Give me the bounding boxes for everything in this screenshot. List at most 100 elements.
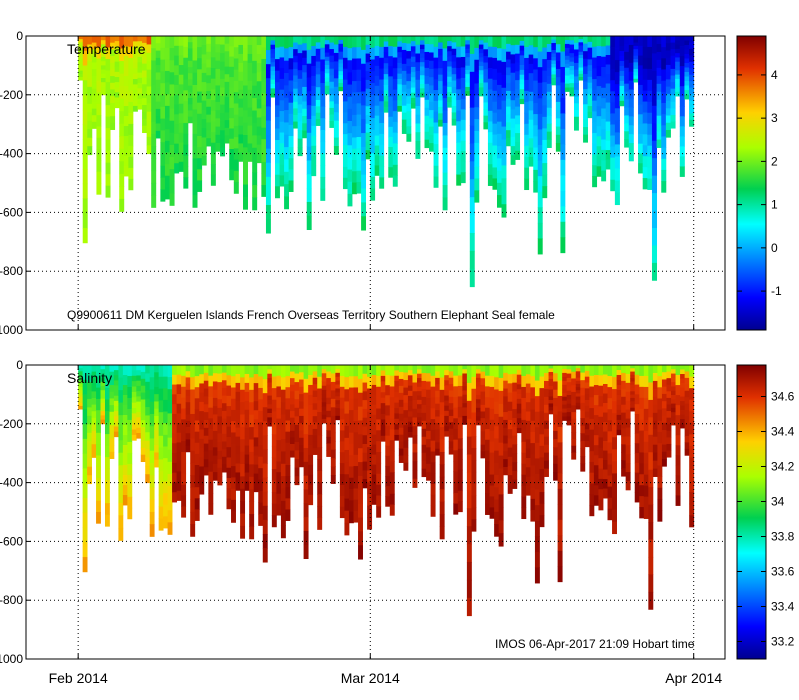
salinity-cell [534,536,540,553]
temperature-cell [689,48,695,56]
temperature-cell [261,127,267,140]
salinity-cell [140,413,146,421]
temperature-cell [551,56,557,61]
salinity-cell [348,387,354,400]
salinity-cell [525,458,531,468]
temperature-cell [619,80,625,87]
salinity-cell [516,379,522,385]
temperature-cell [419,40,425,46]
temperature-cell [383,95,389,102]
salinity-cell [589,494,595,506]
salinity-cell [203,388,209,397]
salinity-cell [494,413,500,427]
salinity-cell [503,396,509,405]
temperature-cell [247,80,253,91]
temperature-cell [564,59,570,65]
temperature-cell [379,112,385,124]
temperature-cell [689,68,695,76]
temperature-cell [442,160,448,174]
salinity-cell [598,396,604,407]
temperature-cell [183,133,189,146]
temperature-cell [647,167,653,179]
salinity-cell [131,365,137,371]
temperature-cell [424,123,430,133]
temperature-cell [96,160,102,173]
temperature-cell [397,36,403,42]
date-tick-label: Apr 2014 [665,670,722,686]
salinity-cell [221,433,227,442]
salinity-cell [330,390,336,400]
temperature-cell [206,67,212,76]
temperature-cell [684,45,690,50]
salinity-cell [466,436,472,455]
temperature-cell [519,65,525,71]
temperature-cell [82,36,88,52]
salinity-cell [430,483,436,496]
temperature-cell [288,147,294,159]
salinity-cell [385,465,391,477]
salinity-cell [91,417,97,425]
temperature-cell [324,52,330,58]
salinity-cell [557,473,563,490]
temperature-cell [624,67,630,77]
temperature-cell [610,146,616,159]
salinity-cell [253,392,259,402]
salinity-cell [240,513,246,527]
temperature-cell [374,55,380,67]
temperature-cell [206,36,212,45]
salinity-cell [353,387,359,400]
salinity-cell [367,517,373,530]
temperature-cell [78,73,84,78]
salinity-cell [294,399,300,409]
temperature-cell [542,59,548,72]
salinity-cell [280,525,286,539]
salinity-cell [199,365,205,375]
temperature-cell [465,44,471,50]
temperature-cell [551,81,557,86]
salinity-cell [154,459,160,468]
salinity-cell [181,473,187,485]
salinity-cell [176,384,182,395]
salinity-cell [530,487,536,500]
salinity-cell [136,396,142,403]
temperature-cell [82,139,88,155]
salinity-cell [104,399,110,412]
salinity-cell [362,400,368,410]
salinity-cell [571,405,577,413]
salinity-cell [208,397,214,409]
salinity-cell [145,407,151,416]
temperature-cell [187,85,193,93]
salinity-cell [598,478,604,490]
salinity-cell [380,397,386,404]
salinity-cell [348,511,354,524]
temperature-cell [501,61,507,76]
salinity-cell [503,435,509,444]
salinity-cell [652,380,658,390]
temperature-cell [370,188,376,201]
salinity-cell [562,396,568,402]
salinity-cell [221,464,227,473]
salinity-cell [389,397,395,409]
salinity-cell [494,475,500,488]
temperature-cell [510,45,516,55]
temperature-cell [587,111,593,119]
temperature-cell [306,49,312,65]
salinity-cell [290,397,295,405]
temperature-cell [424,67,430,77]
temperature-cell [487,57,493,69]
temperature-cell [347,133,353,146]
temperature-cell [433,36,439,48]
salinity-cell [453,418,459,430]
temperature-cell [524,57,530,70]
salinity-cell [158,376,164,389]
temperature-cell [424,131,430,141]
temperature-cell [515,36,521,46]
temperature-cell [670,49,676,57]
salinity-cell [657,431,663,444]
temperature-cell [220,61,226,71]
salinity-cell [475,399,481,404]
temperature-cell [265,92,271,107]
temperature-cell [352,47,357,59]
salinity-cell [426,463,432,473]
salinity-cell [548,389,554,394]
